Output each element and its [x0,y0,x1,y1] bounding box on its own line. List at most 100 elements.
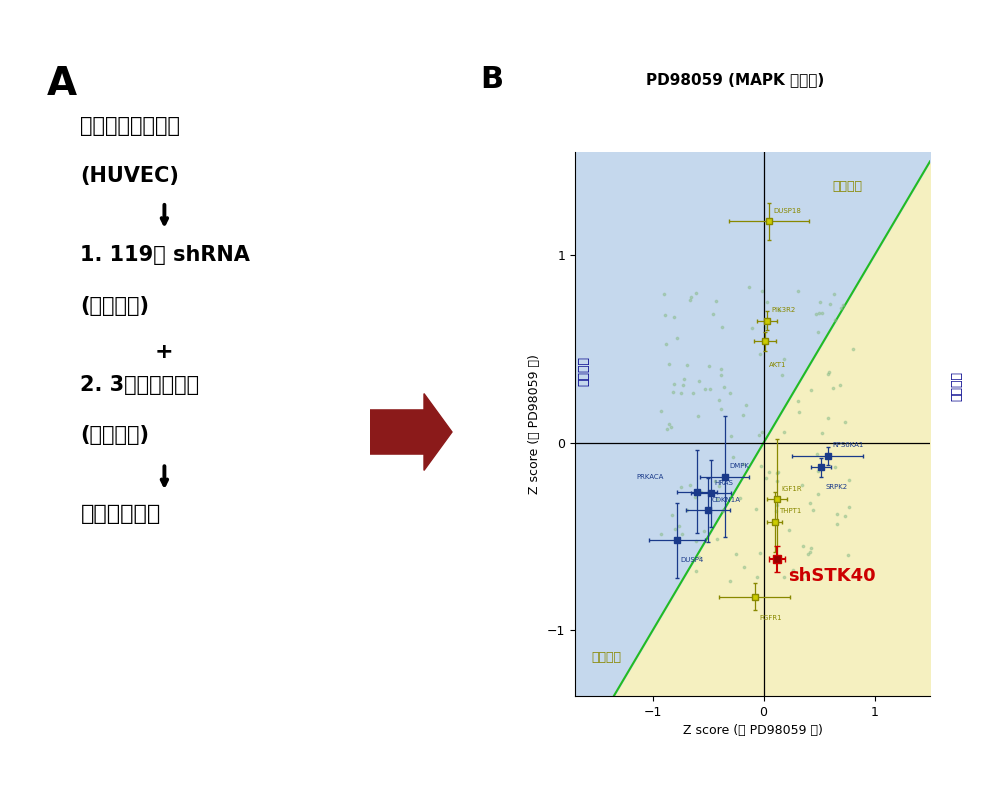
FancyArrow shape [370,394,452,470]
Point [659,422,675,435]
Point [845,342,861,355]
Point [776,426,792,438]
Text: THPT1: THPT1 [779,508,802,514]
Point [805,503,821,516]
Text: +: + [155,342,174,362]
Point [663,421,679,434]
Point [811,306,827,319]
Text: IGF1R: IGF1R [781,486,802,491]
Point [673,481,689,494]
Point [722,386,738,399]
Point [820,367,836,380]
Point [679,504,695,517]
Point [812,295,828,308]
Point [803,542,819,554]
Point [752,348,768,361]
Point [701,359,717,372]
Point [832,378,848,391]
Text: 1. 119種 shRNA: 1. 119種 shRNA [80,245,250,265]
Point [693,486,709,498]
Point [711,480,727,493]
Point [768,505,784,518]
Point [837,509,853,522]
Point [711,394,727,406]
Point [781,523,797,536]
Text: DUSP18: DUSP18 [774,208,801,214]
Point [802,546,818,558]
Point [841,474,857,486]
Point [825,382,841,394]
Point [769,498,785,511]
Point [673,387,689,400]
Point [708,294,724,307]
Point [822,298,838,310]
Point [833,302,849,314]
Point [744,322,760,334]
Text: 2. 3種小分子藥物: 2. 3種小分子藥物 [80,374,200,395]
Point [661,417,677,430]
Point [666,310,682,323]
Text: 協同組合: 協同組合 [832,180,862,193]
Text: RPS6KA1: RPS6KA1 [832,442,864,448]
Point [808,307,824,320]
Point [671,520,687,533]
Text: HRAS: HRAS [715,480,734,486]
Point [713,369,729,382]
Point [713,362,729,375]
Point [841,500,857,513]
Point [696,525,712,538]
Point [803,383,819,396]
Text: 拮抗組合: 拮抗組合 [577,357,590,386]
Text: 細脹遷移實驗: 細脹遷移實驗 [80,504,161,525]
Point [810,487,826,500]
Text: (HUVEC): (HUVEC) [80,166,179,186]
Point [688,286,704,299]
Point [658,338,674,350]
Point [669,331,685,344]
Point [675,379,691,392]
Point [725,450,741,463]
Point [821,366,837,378]
Text: PRKACA: PRKACA [636,474,663,480]
Point [735,458,751,471]
Point [829,518,845,530]
Point [751,428,767,441]
Point [748,502,764,515]
Point [749,570,765,583]
Point [802,496,818,509]
Point [687,490,703,503]
Point [666,377,682,390]
Point [683,290,699,303]
Point [795,540,811,553]
Point [776,571,792,584]
Point [707,474,723,487]
Point [754,426,770,438]
Text: 協同組合: 協同組合 [592,651,622,664]
Text: 人類血管內皮細胞: 人類血管內皮細胞 [80,115,180,135]
Point [674,527,690,540]
Y-axis label: Z score (加 PD98059 時): Z score (加 PD98059 時) [528,354,541,494]
Point [661,358,677,370]
Point [829,508,845,521]
Point [799,568,815,581]
Point [664,509,680,522]
Point [776,352,792,365]
Point [723,429,739,442]
Point [690,410,706,422]
Point [653,527,669,540]
Point [769,474,785,487]
Point [656,288,672,301]
Point [702,382,718,395]
Text: SRPK2: SRPK2 [826,484,848,490]
Point [827,461,843,474]
Point [716,381,732,394]
Text: DUSP4: DUSP4 [680,557,704,563]
Text: A: A [47,65,77,103]
Point [738,399,754,412]
Point [709,492,725,505]
Point [790,394,806,407]
Point [835,299,851,312]
Point [682,294,698,306]
Point [758,471,774,484]
Point [653,405,669,418]
